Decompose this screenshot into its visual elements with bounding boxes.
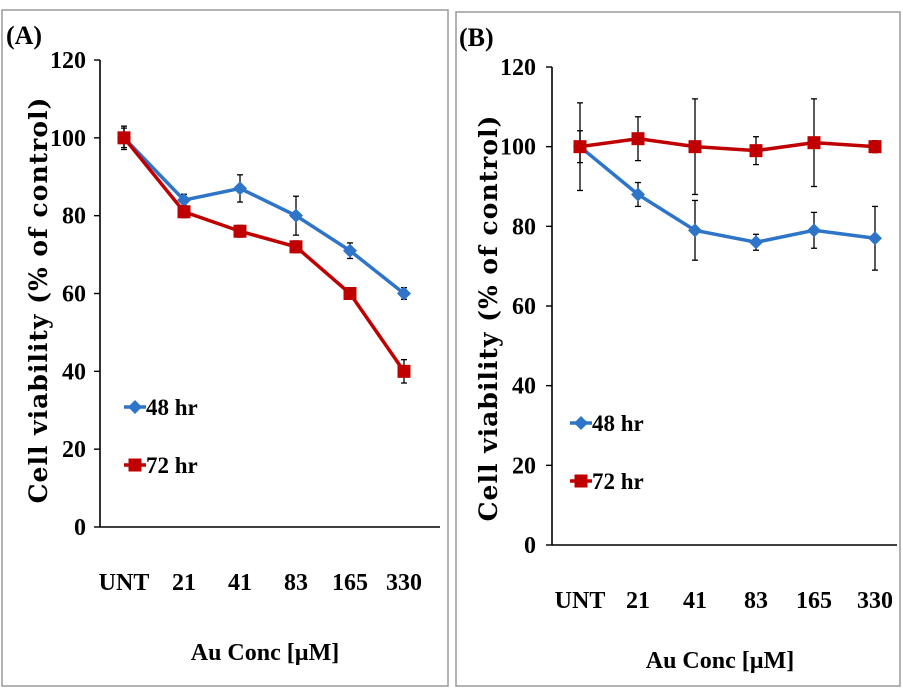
- data-point-marker: [631, 132, 645, 146]
- data-point-marker: [573, 140, 587, 154]
- series-line: [122, 136, 406, 373]
- x-tick-label: 83: [744, 588, 768, 614]
- x-tick-label: 21: [172, 570, 196, 596]
- y-tick-label: 100: [500, 135, 536, 161]
- x-tick-label: UNT: [99, 570, 150, 596]
- data-point-marker: [233, 224, 247, 238]
- y-tick-label: 40: [62, 359, 86, 385]
- data-point-marker: [289, 240, 303, 254]
- legend-item: 72 hr: [124, 453, 198, 478]
- data-point-marker: [749, 144, 763, 158]
- data-point-marker: [688, 223, 702, 238]
- x-tick-label: 165: [796, 588, 832, 614]
- data-point-marker: [688, 140, 702, 154]
- chart-panel-a: (A) Cell viability (% of control) Au Con…: [1, 9, 449, 687]
- legend-marker: [574, 416, 588, 430]
- data-point-marker: [868, 231, 882, 246]
- series-72-hr: [117, 127, 411, 384]
- data-point-marker: [397, 364, 411, 378]
- data-point-marker: [807, 136, 821, 150]
- data-point-marker: [343, 243, 357, 258]
- series-line: [578, 145, 876, 245]
- panel-a-label: (A): [6, 21, 42, 50]
- x-tick-label: 330: [857, 588, 893, 614]
- x-tick-label: 83: [284, 570, 308, 596]
- legend-item: 48 hr: [124, 395, 198, 420]
- legend-label: 72 hr: [146, 453, 198, 478]
- series-line: [579, 136, 876, 153]
- panel-b-frame: [455, 11, 901, 687]
- data-point-marker: [397, 286, 411, 301]
- y-tick-label: 80: [62, 204, 86, 230]
- x-tick-label: 41: [228, 570, 252, 596]
- data-point-marker: [868, 140, 882, 154]
- x-tick-label: 330: [386, 570, 422, 596]
- y-tick-label: 120: [500, 55, 536, 81]
- x-tick-label: UNT: [555, 588, 606, 614]
- y-tick-label: 100: [50, 126, 86, 152]
- data-point-marker: [289, 208, 303, 223]
- y-tick-label: 80: [512, 214, 536, 240]
- series-72-hr: [573, 98, 882, 196]
- data-point-marker: [807, 223, 821, 238]
- data-point-marker: [343, 287, 357, 300]
- data-point-marker: [233, 181, 247, 196]
- legend-label: 72 hr: [592, 469, 644, 494]
- panel-a-x-axis-label: Au Conc [µM]: [191, 640, 339, 666]
- chart-panel-b: (B) Cell viability (% of control) Au Con…: [455, 11, 901, 687]
- legend-marker: [128, 400, 142, 414]
- data-point-marker: [631, 187, 645, 202]
- data-point-marker: [749, 235, 763, 250]
- data-point-marker: [177, 193, 191, 208]
- y-tick-label: 0: [524, 533, 536, 559]
- legend-label: 48 hr: [146, 395, 198, 420]
- legend-label: 48 hr: [592, 411, 644, 436]
- legend-marker: [128, 458, 142, 472]
- legend-item: 48 hr: [570, 411, 644, 436]
- series-48-hr: [573, 130, 882, 271]
- y-tick-label: 20: [62, 437, 86, 463]
- series-48-hr: [117, 125, 411, 301]
- y-tick-label: 60: [512, 294, 536, 320]
- x-tick-label: 21: [626, 588, 650, 614]
- panel-b-y-axis-label: Cell viability (% of control): [474, 115, 503, 522]
- series-line: [122, 136, 406, 295]
- y-tick-label: 120: [50, 48, 86, 74]
- legend-item: 72 hr: [570, 469, 644, 494]
- y-tick-label: 40: [512, 374, 536, 400]
- panel-a-frame: [1, 9, 449, 687]
- panel-a-y-axis-label: Cell viability (% of control): [24, 97, 53, 504]
- y-tick-label: 20: [512, 453, 536, 479]
- data-point-marker: [117, 131, 131, 145]
- y-tick-label: 0: [74, 515, 86, 541]
- legend-marker: [574, 474, 588, 488]
- y-tick-label: 60: [62, 282, 86, 308]
- x-tick-label: 41: [683, 588, 707, 614]
- panel-b-label: (B): [459, 23, 494, 52]
- x-tick-label: 165: [332, 570, 368, 596]
- data-point-marker: [177, 205, 191, 219]
- panel-b-x-axis-label: Au Conc [µM]: [646, 648, 794, 674]
